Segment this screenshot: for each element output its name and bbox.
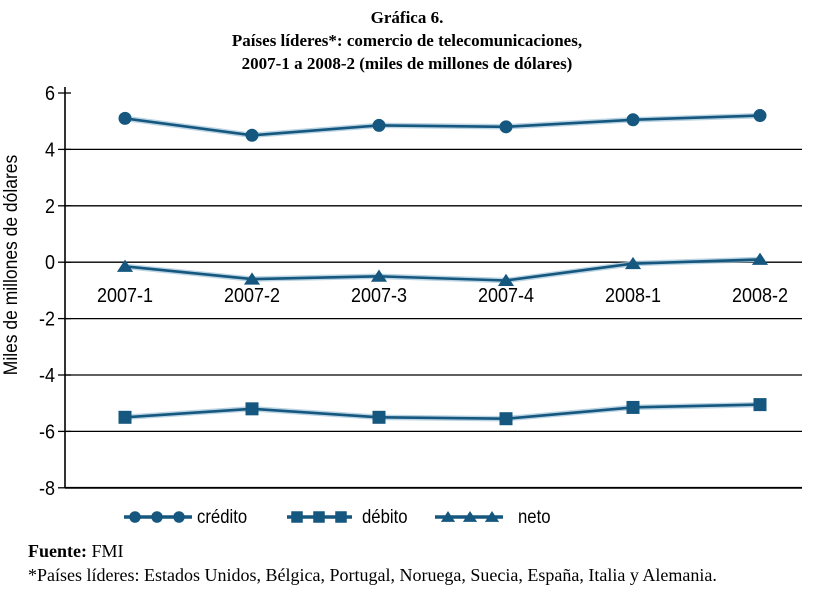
x-tick-label: 2007-3 bbox=[351, 285, 407, 307]
triangle-marker bbox=[243, 272, 261, 285]
footnote: *Países líderes: Estados Unidos, Bélgica… bbox=[28, 565, 717, 585]
square-marker bbox=[372, 410, 386, 424]
source-line: Fuente: FMI bbox=[28, 541, 124, 562]
x-tick-labels: 2007-1 2007-2 2007-3 2007-4 2008-1 2008-2 bbox=[97, 285, 788, 307]
legend-item-debito: débito bbox=[287, 506, 408, 527]
legend-label: crédito bbox=[197, 506, 247, 527]
x-tick-label: 2008-2 bbox=[732, 285, 788, 307]
triangle-marker bbox=[116, 259, 134, 272]
circle-marker bbox=[173, 511, 185, 523]
chart-title-line-2: Países líderes*: comercio de telecomunic… bbox=[231, 31, 583, 50]
y-tick-label: 4 bbox=[45, 140, 55, 162]
source-value: FMI bbox=[91, 541, 124, 561]
legend-label: débito bbox=[362, 506, 408, 527]
square-marker bbox=[626, 400, 640, 414]
circle-marker bbox=[151, 511, 163, 523]
series-credito bbox=[118, 109, 767, 142]
y-tick-label: 0 bbox=[45, 252, 55, 274]
series-debito bbox=[118, 398, 767, 426]
triangle-marker bbox=[370, 269, 388, 282]
legend-label: neto bbox=[518, 506, 551, 527]
square-marker bbox=[313, 511, 325, 523]
circle-marker bbox=[626, 113, 640, 127]
x-tick-label: 2007-4 bbox=[478, 285, 534, 307]
series-neto bbox=[116, 252, 769, 286]
series-line bbox=[124, 114, 761, 137]
triangle-marker bbox=[751, 252, 769, 265]
chart-title-line-1: Gráfica 6. bbox=[370, 8, 444, 27]
triangle-marker bbox=[440, 511, 456, 522]
triangle-marker bbox=[462, 511, 478, 522]
chart-area: 6 4 2 0 -2 -4 -6 -8 2007-1 2007-2 2007-3 2007-4 2008… bbox=[0, 80, 814, 538]
circle-marker bbox=[372, 118, 386, 132]
square-marker bbox=[499, 412, 513, 426]
triangle-marker bbox=[624, 256, 642, 270]
x-tick-label: 2008-1 bbox=[605, 285, 661, 307]
source-label: Fuente: bbox=[28, 541, 87, 561]
circle-marker bbox=[129, 511, 141, 523]
circle-marker bbox=[245, 128, 259, 142]
square-marker bbox=[753, 398, 767, 412]
triangle-marker bbox=[484, 511, 500, 522]
legend: crédito débito neto bbox=[124, 506, 551, 527]
y-axis-title: Miles de millones de dólares bbox=[0, 155, 21, 375]
legend-item-credito: crédito bbox=[124, 506, 247, 527]
circle-marker bbox=[118, 111, 132, 125]
triangle-marker bbox=[497, 273, 515, 286]
y-axis bbox=[58, 87, 802, 489]
square-marker bbox=[291, 511, 303, 523]
square-marker bbox=[245, 402, 259, 416]
legend-item-neto: neto bbox=[435, 506, 551, 527]
y-tick-label: -2 bbox=[39, 309, 55, 331]
x-tick-label: 2007-1 bbox=[97, 285, 153, 307]
y-tick-labels: 6 4 2 0 -2 -4 -6 -8 bbox=[39, 83, 55, 500]
series-line bbox=[124, 258, 761, 282]
telecom-line-chart: 6 4 2 0 -2 -4 -6 -8 2007-1 2007-2 2007-3 2007-4 2008… bbox=[0, 83, 802, 527]
y-tick-label: 2 bbox=[45, 196, 55, 218]
y-tick-label: -8 bbox=[39, 478, 55, 500]
chart-title-line-3: 2007-1 a 2008-2 (miles de millones de dó… bbox=[241, 54, 573, 73]
y-tick-label: -4 bbox=[39, 365, 55, 387]
y-tick-label: -6 bbox=[39, 422, 55, 444]
chart-title: Gráfica 6. Países líderes*: comercio de … bbox=[0, 6, 814, 75]
x-tick-label: 2007-2 bbox=[224, 285, 280, 307]
circle-marker bbox=[499, 120, 513, 134]
series-line bbox=[124, 403, 761, 421]
y-tick-label: 6 bbox=[45, 83, 55, 105]
square-marker bbox=[118, 410, 132, 424]
circle-marker bbox=[753, 109, 767, 123]
gridlines bbox=[65, 148, 802, 433]
square-marker bbox=[335, 511, 347, 523]
